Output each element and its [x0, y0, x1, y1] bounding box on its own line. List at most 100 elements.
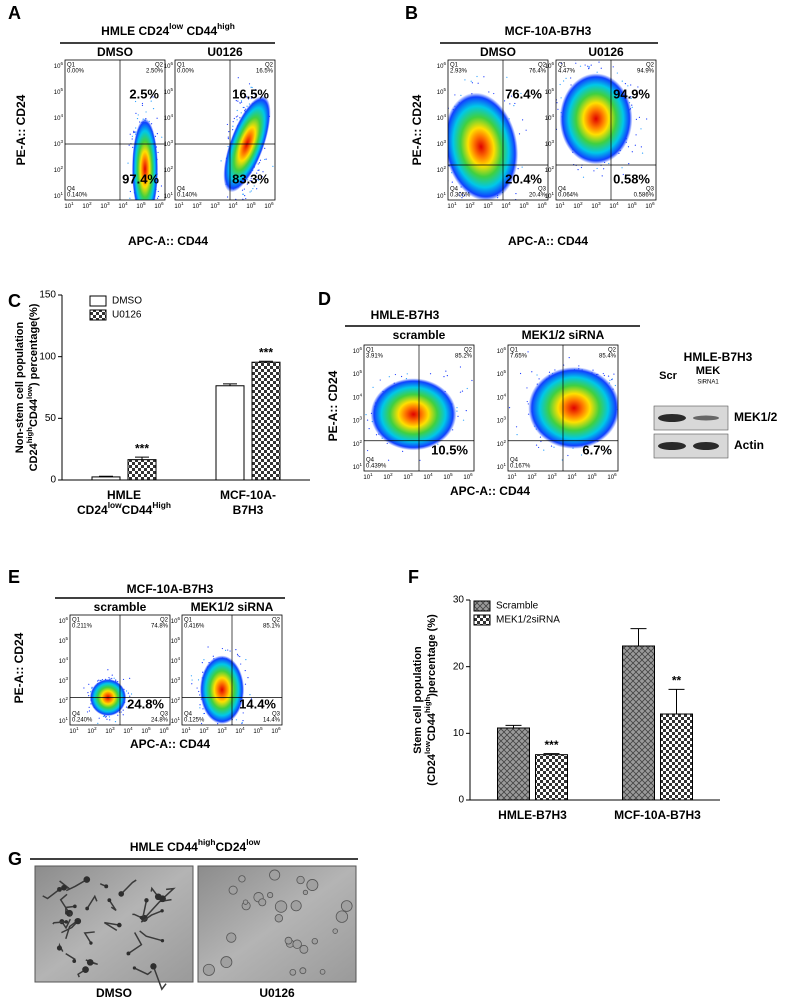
axis-tick-label: 101 [497, 462, 507, 471]
event-dot [387, 459, 390, 461]
event-dot [488, 91, 490, 93]
event-dot [603, 168, 605, 170]
event-dot [567, 454, 569, 457]
event-dot [491, 210, 492, 211]
axis-tick-label: 104 [437, 113, 447, 122]
axis-tick-label: 103 [591, 201, 601, 210]
event-dot [608, 162, 610, 165]
event-dot [598, 61, 600, 63]
cell [65, 910, 70, 915]
event-dot [493, 92, 495, 95]
quadrant-name: Q4 [72, 712, 81, 718]
event-dot [127, 692, 129, 694]
axis-tick-label: 105 [545, 87, 555, 96]
text-part: MCF-10A- [220, 488, 276, 502]
superscript: 2 [94, 726, 97, 731]
cell [302, 889, 309, 896]
text-part: 10 [171, 639, 178, 645]
superscript: 4 [503, 392, 506, 397]
quadrant-name: Q4 [450, 187, 459, 193]
axis-tick-label: 106 [537, 201, 547, 210]
quadrant-name: Q2 [265, 63, 274, 69]
event-dot [466, 450, 468, 452]
cell [85, 906, 90, 911]
event-dot [577, 169, 579, 171]
superscript: 3 [177, 676, 180, 681]
error-bar [135, 456, 149, 460]
event-dot [237, 100, 239, 102]
event-dot [590, 64, 592, 66]
event-dot [584, 64, 586, 66]
event-dot [200, 722, 203, 725]
superscript: 5 [594, 472, 597, 477]
blot-title: HMLE-B7H3 [684, 350, 753, 364]
event-dot [621, 167, 623, 169]
event-dot [501, 219, 502, 220]
event-dot [483, 76, 485, 78]
event-dot [518, 133, 521, 135]
quadrant-name: Q1 [510, 348, 519, 354]
superscript: low [246, 837, 260, 847]
panel-title: HMLE-B7H3 [371, 308, 440, 322]
event-dot [538, 378, 540, 380]
event-dot [137, 114, 139, 116]
superscript: 4 [574, 472, 577, 477]
superscript: 2 [65, 696, 68, 701]
superscript: 1 [503, 462, 506, 467]
axis-tick-label: 106 [154, 201, 164, 210]
quadrant-name: Q2 [646, 63, 655, 69]
superscript: 3 [112, 726, 115, 731]
event-dot [503, 211, 504, 212]
event-dot [133, 131, 135, 134]
cell [132, 966, 137, 970]
event-dot [239, 102, 241, 104]
axis-tick-label: 106 [54, 61, 64, 70]
event-dot [88, 710, 91, 712]
event-dot [211, 728, 212, 729]
superscript: 4 [508, 201, 511, 206]
event-dot [358, 407, 359, 408]
event-dot [257, 169, 259, 171]
event-dot [630, 97, 632, 100]
superscript: 6 [161, 201, 164, 206]
text-part: 10 [253, 729, 260, 735]
superscript: 2 [89, 201, 92, 206]
event-dot [98, 717, 100, 719]
event-dot [236, 115, 239, 117]
event-dot [157, 195, 160, 198]
event-dot [132, 205, 133, 206]
axis-tick-label: 106 [463, 472, 473, 481]
event-dot [497, 206, 498, 207]
event-dot [157, 151, 159, 154]
axis-tick-label: 102 [171, 696, 181, 705]
event-dot [249, 179, 251, 182]
event-dot [506, 76, 508, 78]
event-dot [557, 108, 559, 110]
event-dot [565, 77, 567, 79]
x-axis-label: APC-A:: CD44 [130, 737, 210, 751]
significance: *** [135, 441, 149, 455]
event-dot [366, 449, 369, 452]
text-part: 10 [527, 475, 534, 481]
event-dot [242, 712, 244, 714]
event-dot [146, 210, 147, 211]
text-part: 10 [174, 204, 181, 210]
event-dot [259, 159, 262, 161]
superscript: 1 [562, 201, 565, 206]
cell-structure [132, 913, 142, 919]
text-part: 10 [164, 64, 171, 70]
event-dot [131, 205, 132, 206]
error-bar [259, 360, 273, 363]
significance: *** [259, 345, 273, 359]
quadrant-percentage: 20.4% [505, 171, 542, 186]
plot-label: DMSO [97, 45, 133, 59]
event-dot [570, 84, 572, 86]
event-dot [152, 96, 154, 98]
event-dot [611, 378, 613, 381]
quadrant-value: 2.50% [146, 69, 164, 75]
quadrant-value: 85.1% [263, 624, 281, 630]
axis-tick-label: 102 [192, 201, 202, 210]
event-dot [470, 80, 472, 82]
plot-label: U0126 [207, 45, 243, 59]
